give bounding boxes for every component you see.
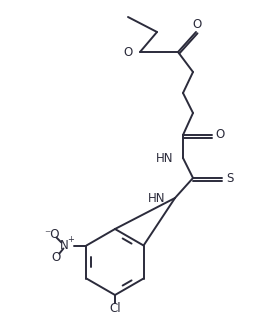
Text: Cl: Cl	[109, 302, 121, 316]
Text: S: S	[226, 171, 234, 184]
Text: O: O	[124, 45, 133, 59]
Text: O: O	[52, 251, 61, 264]
Text: +: +	[67, 235, 74, 244]
Text: HN: HN	[147, 192, 165, 204]
Text: O: O	[215, 129, 225, 142]
Text: ⁻O: ⁻O	[45, 228, 60, 241]
Text: N: N	[60, 239, 69, 252]
Text: O: O	[192, 18, 202, 30]
Text: HN: HN	[155, 151, 173, 164]
